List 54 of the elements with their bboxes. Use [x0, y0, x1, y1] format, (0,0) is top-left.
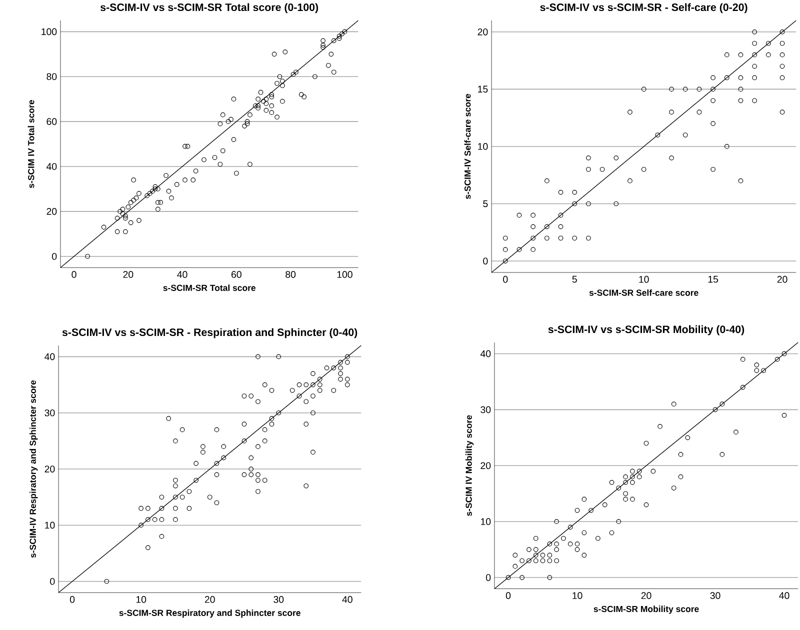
chart-title: s-SCIM-IV vs s-SCIM-SR - Self-care (0-20) — [540, 3, 748, 14]
y-tick-label: 20 — [480, 462, 491, 470]
x-tick-label: 30 — [274, 596, 284, 604]
x-tick-label: 10 — [639, 276, 649, 283]
y-tick-label: 20 — [44, 466, 55, 473]
y-tick-label: 20 — [46, 208, 57, 216]
x-tick-label: 100 — [337, 271, 352, 278]
y-tick-label: 80 — [46, 73, 57, 80]
y-tick-label: 40 — [44, 353, 55, 360]
y-tick-label: 0 — [483, 258, 488, 265]
y-tick-label: 100 — [42, 28, 57, 36]
y-tick-label: 10 — [478, 143, 488, 150]
y-tick-label: 20 — [478, 28, 488, 36]
chart-title: s-SCIM-IV vs s-SCIM-SR - Respiration and Sphincter (0-40) — [62, 328, 358, 338]
x-tick-label: 0 — [72, 271, 76, 278]
y-tick-label: 15 — [478, 86, 488, 93]
y-tick-label: 10 — [45, 522, 55, 529]
y-axis-title: s-SCIM-IV Self-care score — [464, 94, 471, 200]
x-tick-label: 60 — [232, 271, 242, 278]
x-tick-label: 20 — [204, 596, 215, 604]
x-tick-label: 0 — [70, 596, 75, 604]
x-tick-label: 20 — [641, 592, 652, 600]
y-axis-title: s-SCIM IV Total score — [28, 100, 34, 188]
y-tick-label: 0 — [52, 253, 57, 260]
x-tick-label: 10 — [136, 596, 146, 604]
x-tick-label: 80 — [286, 271, 296, 278]
x-axis-title: s-SCIM-SR Mobility score — [594, 606, 699, 614]
y-axis-title: s-SCIM-IV Respiratory and Sphincter score — [30, 380, 38, 558]
x-tick-label: 10 — [572, 592, 582, 600]
x-tick-label: 5 — [572, 276, 577, 283]
x-tick-label: 30 — [710, 592, 720, 600]
chart-title: s-SCIM-IV vs s-SCIM-SR Mobility (0-40) — [548, 326, 744, 336]
x-tick-label: 0 — [503, 276, 508, 283]
chart-title: s-SCIM-IV vs s-SCIM-SR Total score (0-100) — [100, 3, 318, 14]
x-axis-title: s-SCIM-SR Self-care score — [589, 290, 698, 296]
x-tick-label: 15 — [708, 276, 718, 283]
y-tick-label: 0 — [486, 574, 491, 582]
x-tick-label: 40 — [779, 592, 790, 600]
y-tick-label: 60 — [46, 118, 57, 126]
y-tick-label: 30 — [480, 406, 491, 414]
x-tick-label: 40 — [342, 596, 352, 604]
x-tick-label: 0 — [506, 592, 511, 600]
x-tick-label: 20 — [777, 276, 788, 283]
y-tick-label: 5 — [483, 200, 488, 208]
y-axis-title: s-SCIM IV Mobility score — [465, 415, 474, 516]
y-tick-label: 40 — [46, 163, 57, 170]
x-axis-title: s-SCIM-SR Respiratory and Sphincter score — [119, 610, 300, 618]
x-axis-title: s-SCIM-SR Total score — [163, 284, 256, 292]
y-tick-label: 0 — [50, 578, 55, 586]
y-tick-label: 40 — [480, 350, 491, 358]
x-tick-label: 40 — [177, 271, 188, 278]
y-tick-label: 30 — [44, 410, 55, 416]
x-tick-label: 20 — [123, 271, 134, 278]
y-tick-label: 10 — [481, 518, 491, 526]
